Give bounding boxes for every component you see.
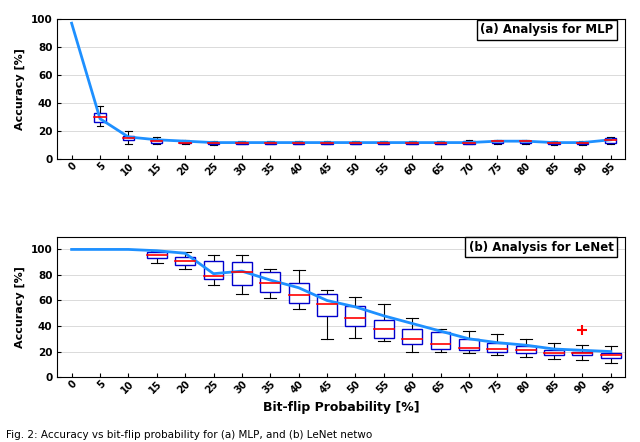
Bar bbox=[488, 343, 508, 351]
Bar bbox=[520, 141, 531, 143]
Bar bbox=[459, 339, 479, 350]
Bar bbox=[516, 347, 536, 353]
Bar bbox=[548, 143, 560, 144]
Text: Fig. 2: Accuracy vs bit-flip probability for (a) MLP, and (b) LeNet netwo: Fig. 2: Accuracy vs bit-flip probability… bbox=[6, 430, 372, 440]
Bar bbox=[544, 350, 564, 355]
Bar bbox=[492, 141, 503, 143]
Bar bbox=[435, 143, 446, 144]
Y-axis label: Accuracy [%]: Accuracy [%] bbox=[15, 266, 25, 348]
Bar bbox=[378, 143, 390, 144]
Text: (a) Analysis for MLP: (a) Analysis for MLP bbox=[481, 23, 614, 36]
Bar bbox=[204, 261, 223, 279]
Bar bbox=[293, 143, 305, 144]
Bar bbox=[208, 143, 219, 144]
Bar bbox=[406, 143, 418, 144]
Bar bbox=[402, 328, 422, 344]
Bar bbox=[232, 262, 252, 285]
Bar bbox=[346, 305, 365, 326]
Bar bbox=[431, 332, 451, 349]
Bar bbox=[264, 143, 276, 144]
Bar bbox=[601, 353, 621, 358]
Bar bbox=[317, 294, 337, 316]
Bar bbox=[374, 320, 394, 338]
X-axis label: Bit-flip Probability [%]: Bit-flip Probability [%] bbox=[263, 401, 420, 414]
Y-axis label: Accuracy [%]: Accuracy [%] bbox=[15, 48, 25, 130]
Bar bbox=[94, 113, 106, 122]
Bar bbox=[605, 138, 616, 143]
Bar bbox=[147, 252, 166, 259]
Bar bbox=[175, 257, 195, 265]
Text: (b) Analysis for LeNet: (b) Analysis for LeNet bbox=[468, 241, 614, 254]
Bar bbox=[463, 141, 475, 144]
Bar bbox=[349, 143, 361, 144]
Bar bbox=[577, 143, 588, 144]
Bar bbox=[321, 143, 333, 144]
Bar bbox=[151, 140, 163, 143]
Bar bbox=[573, 351, 593, 355]
Bar bbox=[123, 136, 134, 140]
Bar bbox=[236, 143, 248, 144]
Bar bbox=[260, 272, 280, 292]
Bar bbox=[179, 141, 191, 143]
Bar bbox=[289, 282, 308, 303]
